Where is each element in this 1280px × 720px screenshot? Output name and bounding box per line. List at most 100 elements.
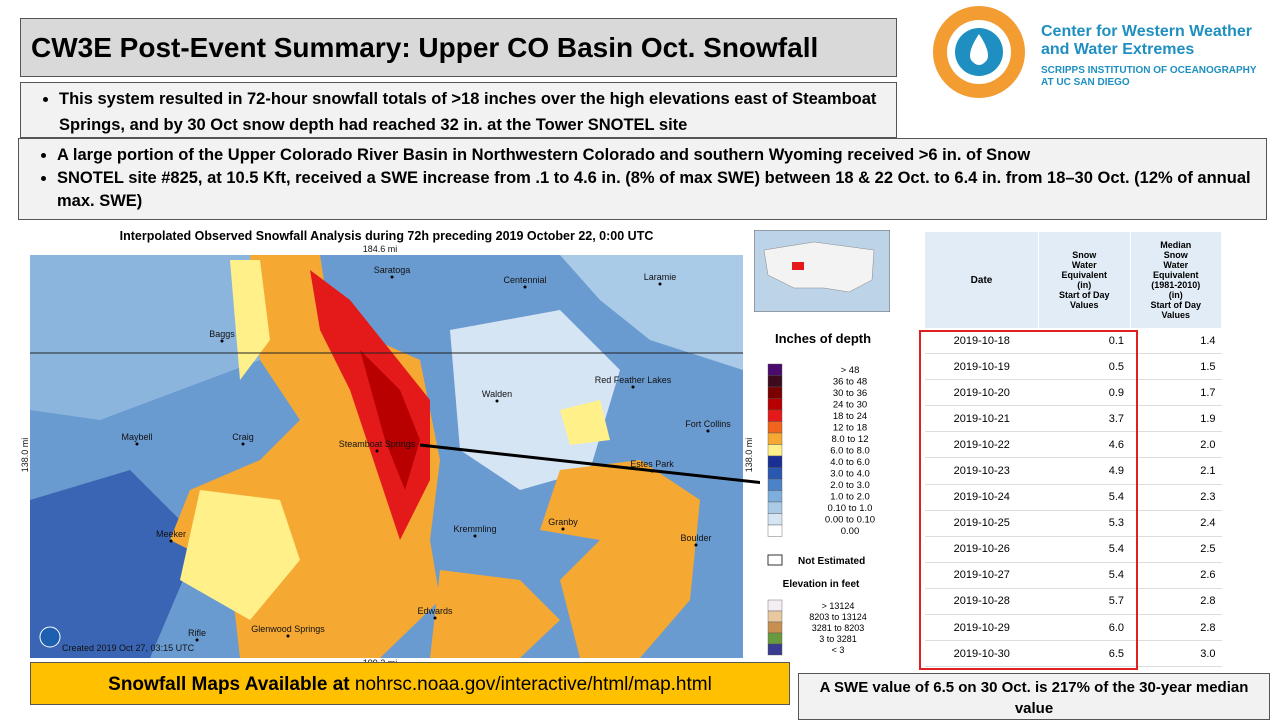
header-row: Date Snow Water Equivalent (in) Start of Day V… — [925, 232, 1222, 328]
legend-swatch — [767, 610, 783, 623]
legend-swatch — [767, 432, 783, 445]
table-row: 2019-10-23 4.9 2.1 — [925, 457, 1222, 485]
legend-swatch — [767, 490, 783, 503]
logo-line: and Water Extremes — [1041, 41, 1194, 58]
scale-label: 138.0 mi — [20, 438, 30, 473]
place-dot — [433, 616, 437, 620]
table-cell: 2019-10-24 — [925, 484, 1039, 511]
legend-swatch — [767, 621, 783, 634]
table-cell: 3.7 — [1038, 405, 1130, 433]
table-cell: 2019-10-22 — [925, 431, 1039, 459]
logo-line: Center for Western Weather — [1041, 23, 1252, 40]
table-cell: 2.5 — [1130, 536, 1222, 563]
table-cell: 6.5 — [1038, 640, 1130, 668]
title-box: CW3E Post-Event Summary: Upper CO Basin … — [20, 18, 897, 77]
table-cell: 3.0 — [1130, 640, 1222, 668]
link-url[interactable]: nohrsc.noaa.gov/interactive/html/map.htm… — [354, 674, 712, 695]
table-row: 2019-10-29 6.0 2.8 — [925, 614, 1222, 642]
place-dot — [220, 339, 224, 343]
place-dot — [650, 469, 654, 473]
place-label: Saratoga — [374, 265, 411, 275]
place-dot — [286, 634, 290, 638]
table-cell: 1.9 — [1130, 405, 1222, 433]
header-line: Date — [970, 274, 993, 286]
legend-swatch — [767, 467, 783, 480]
table-cell: 2019-10-18 — [925, 328, 1039, 355]
table-row: 2019-10-27 5.4 2.6 — [925, 562, 1222, 589]
bullet: This system resulted in 72-hour snowfall… — [59, 86, 896, 138]
table-cell: 2.1 — [1130, 457, 1222, 485]
header-line: Start of Day — [1150, 300, 1201, 310]
legend-swatch — [767, 375, 783, 388]
legend-label: 30 to 36 — [833, 388, 867, 399]
legend-label: 0.00 — [841, 526, 860, 537]
table-cell: 2019-10-28 — [925, 588, 1039, 616]
place-dot — [706, 429, 710, 433]
legend-swatch — [767, 513, 783, 526]
note-box: A SWE value of 6.5 on 30 Oct. is 217% of… — [798, 673, 1270, 720]
place-dot — [195, 638, 199, 642]
place-label: Centennial — [503, 275, 546, 285]
legend-swatch — [767, 363, 783, 376]
bullet: A large portion of the Upper Colorado Ri… — [57, 144, 1266, 167]
table-cell: 5.4 — [1038, 562, 1130, 589]
table-cell: 2019-10-20 — [925, 379, 1039, 407]
header-line: Snow — [1163, 250, 1188, 260]
legend-label: > 48 — [841, 365, 860, 376]
legend-swatch — [767, 444, 783, 457]
legend-label: 8203 to 13124 — [809, 612, 867, 622]
column-header: Median Snow Water Equivalent (1981-2010) (in)… — [1130, 232, 1222, 328]
legend-title: Inches of depth — [775, 331, 871, 346]
title: CW3E Post-Event Summary: Upper CO Basin … — [31, 32, 819, 63]
legend-swatch — [767, 524, 783, 537]
place-label: Rifle — [188, 628, 206, 638]
legend-label: 1.0 to 2.0 — [830, 492, 870, 503]
legend-label: 3 to 3281 — [819, 634, 857, 644]
table-cell: 1.5 — [1130, 353, 1222, 381]
table-cell: 4.6 — [1038, 431, 1130, 459]
legend-swatch — [767, 398, 783, 411]
header-line: (in) — [1168, 290, 1183, 300]
table-cell: 0.5 — [1038, 353, 1130, 381]
place-dot — [375, 449, 379, 453]
legend-title: Elevation in feet — [783, 579, 860, 590]
table-cell: 1.7 — [1130, 379, 1222, 407]
place-dot — [135, 442, 139, 446]
place-dot — [694, 543, 698, 547]
legend-swatch — [767, 478, 783, 491]
header-line: (1981-2010) — [1151, 280, 1201, 290]
place-label: Laramie — [644, 272, 677, 282]
table-cell: 0.1 — [1038, 328, 1130, 355]
place-dot — [473, 534, 477, 538]
place-label: Fort Collins — [685, 419, 731, 429]
table-cell: 2019-10-23 — [925, 457, 1039, 485]
legend-label: Not Estimated — [798, 556, 865, 567]
table-row: 2019-10-26 5.4 2.5 — [925, 536, 1222, 563]
table-cell: 2019-10-21 — [925, 405, 1039, 433]
legend-label: 0.00 to 0.10 — [825, 515, 875, 526]
legend-swatch — [767, 455, 783, 468]
table-cell: 2019-10-29 — [925, 614, 1039, 642]
link-box: Snowfall Maps Available at nohrsc.noaa.g… — [30, 662, 790, 705]
place-dot — [241, 442, 245, 446]
table-cell: 2.4 — [1130, 510, 1222, 537]
place-label: Steamboat Springs — [339, 439, 416, 449]
place-dot — [390, 275, 394, 279]
table-cell: 4.9 — [1038, 457, 1130, 485]
header-line: Median — [1160, 240, 1192, 250]
place-label: Glenwood Springs — [251, 624, 325, 634]
header-line: Water — [1163, 260, 1189, 270]
place-label: Baggs — [209, 329, 235, 339]
highlight-box — [919, 330, 1138, 670]
place-label: Edwards — [417, 606, 453, 616]
table-row: 2019-10-25 5.3 2.4 — [925, 510, 1222, 537]
column-header: Snow Water Equivalent (in) Start of Day Value… — [1038, 232, 1131, 328]
table-row: 2019-10-22 4.6 2.0 — [925, 431, 1222, 459]
header-line: Water — [1071, 260, 1097, 270]
table-cell: 2019-10-19 — [925, 353, 1039, 381]
header-line: Snow — [1072, 250, 1097, 260]
table: Date Snow Water Equivalent (in) Start of Day V… — [925, 232, 1222, 668]
bullet-box-top: This system resulted in 72-hour snowfall… — [20, 82, 897, 138]
legend-label: 0.10 to 1.0 — [828, 503, 873, 514]
